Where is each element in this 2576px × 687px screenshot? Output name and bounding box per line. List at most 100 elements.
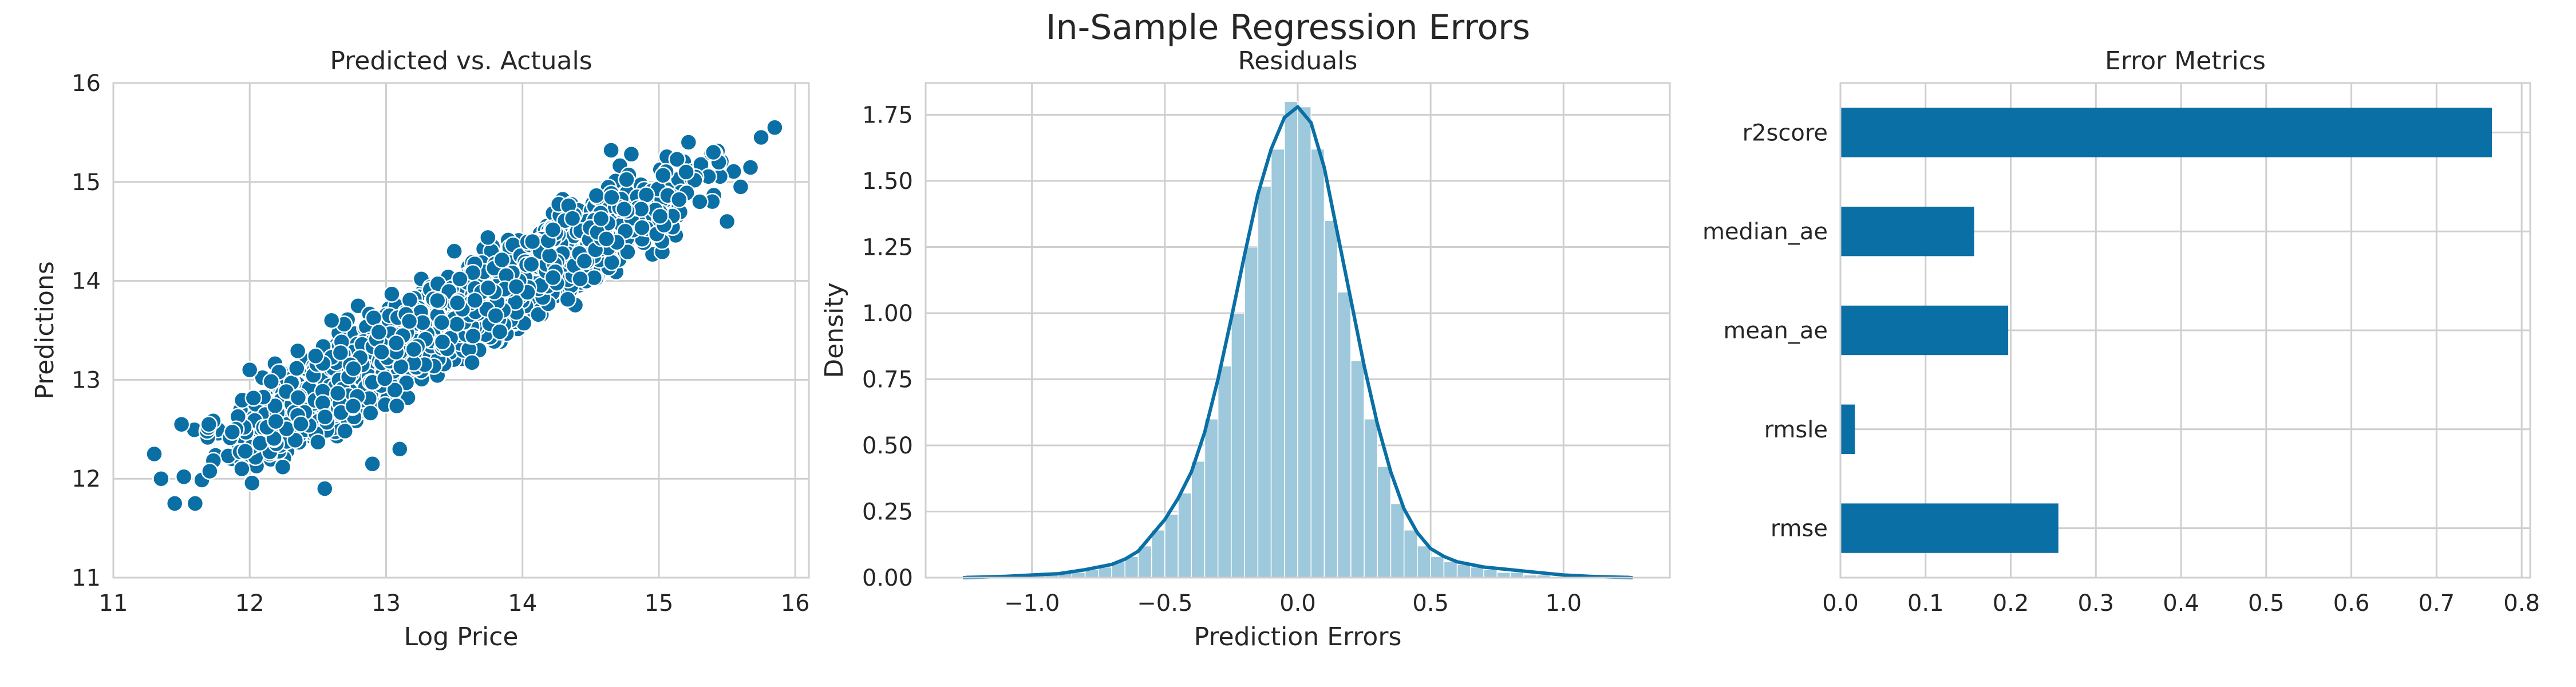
histogram-bin: [1098, 566, 1112, 578]
scatter-y-tick-label: 12: [72, 466, 101, 492]
scatter-point: [445, 242, 463, 260]
scatter-point: [587, 187, 606, 204]
histogram-bin: [1364, 418, 1378, 578]
scatter-point: [651, 207, 669, 225]
residuals-y-tick-label: 1.50: [862, 168, 913, 195]
scatter-point: [603, 254, 621, 271]
histogram-bin: [1470, 566, 1484, 578]
residuals-y-tick-label: 0.50: [862, 433, 913, 459]
scatter-point: [741, 159, 760, 176]
scatter-point: [289, 342, 307, 360]
error-metrics-x-tick-label: 0.4: [2163, 590, 2199, 617]
scatter-point: [316, 408, 334, 426]
scatter-point: [632, 200, 650, 218]
scatter-point: [466, 291, 484, 309]
residuals-x-tick-label: 1.0: [1545, 590, 1582, 617]
scatter-point: [172, 415, 191, 433]
scatter-frame: [112, 82, 810, 579]
error-metrics-x-tick-label: 0.0: [1822, 590, 1859, 617]
scatter-y-tick-label: 16: [72, 70, 101, 97]
histogram-bin: [1217, 365, 1232, 578]
histogram-bin: [1443, 561, 1458, 578]
histogram-bin: [1377, 466, 1392, 578]
error-metrics-x-tick-label: 0.7: [2419, 590, 2455, 617]
histogram-bin: [1164, 514, 1179, 578]
scatter-point: [487, 307, 505, 325]
scatter-point: [345, 360, 362, 378]
scatter-point: [575, 252, 594, 270]
scatter-point: [428, 291, 447, 310]
scatter-point: [752, 128, 770, 147]
scatter-point: [704, 143, 722, 161]
histogram-bin: [1231, 313, 1245, 578]
histogram-bin: [1337, 291, 1352, 578]
scatter-point: [274, 458, 292, 476]
residuals-y-tick-label: 0.75: [862, 366, 913, 393]
error-metrics-title: Error Metrics: [2105, 46, 2266, 76]
error-metrics-category-label: rmsle: [1764, 417, 1828, 443]
error-metrics-x-tick-label: 0.2: [1993, 590, 2029, 617]
scatter-point: [451, 270, 469, 288]
scatter-point: [615, 200, 633, 218]
error-metrics-x-tick-label: 0.8: [2503, 590, 2540, 617]
error-metrics-category-label: median_ae: [1702, 219, 1828, 245]
scatter-title: Predicted vs. Actuals: [330, 46, 592, 76]
scatter-point: [544, 269, 562, 287]
scatter-point: [200, 415, 218, 433]
histogram-bin: [1244, 246, 1259, 578]
scatter-point: [289, 389, 307, 406]
residuals-y-tick-label: 1.00: [862, 301, 913, 327]
error-metric-bar: [1840, 305, 2009, 356]
scatter-point: [316, 480, 334, 498]
scatter-point: [679, 133, 698, 151]
residuals-title: Residuals: [1238, 46, 1358, 76]
histogram-bin: [1151, 530, 1165, 578]
scatter-point: [571, 270, 589, 288]
scatter-y-tick-label: 14: [72, 269, 101, 295]
histogram-bin: [1270, 148, 1285, 578]
scatter-y-tick-labels: 11 12 13 14 15 16: [72, 70, 101, 591]
residuals-y-tick-label: 0.25: [862, 499, 913, 525]
scatter-point: [236, 442, 254, 460]
histogram-bin: [1456, 564, 1471, 578]
scatter-x-tick-label: 13: [372, 590, 401, 617]
scatter-point: [544, 221, 562, 239]
scatter-point: [619, 243, 637, 261]
scatter-point: [391, 440, 409, 458]
error-metrics-x-tick-label: 0.6: [2333, 590, 2370, 617]
scatter-point: [670, 191, 688, 208]
scatter-point: [618, 171, 635, 188]
scatter-point: [152, 469, 170, 488]
scatter-x-tick-label: 16: [781, 590, 810, 617]
histogram-bin: [1191, 460, 1206, 578]
scatter-point: [244, 389, 263, 407]
scatter-point: [622, 145, 641, 163]
scatter-point: [175, 468, 193, 486]
scatter-point: [522, 255, 540, 273]
residuals-histogram: [965, 101, 1631, 578]
histogram-bin: [1297, 106, 1311, 578]
scatter-point: [388, 397, 406, 415]
scatter-point: [433, 333, 452, 351]
error-metrics-category-label: rmse: [1771, 516, 1828, 542]
histogram-bin: [1310, 148, 1325, 578]
residuals-y-axis-label: Density: [820, 282, 849, 378]
histogram-bin: [1204, 418, 1219, 578]
histogram-bin: [1430, 556, 1445, 578]
error-metric-bar: [1840, 503, 2059, 553]
residuals-panel: −1.0 −0.5 0.0 0.5 1.0 0.00 0.25 0.50 0.75 1.00 1.…: [820, 46, 1671, 652]
residuals-x-tick-label: 0.0: [1279, 590, 1316, 617]
error-metric-bar: [1840, 404, 1855, 454]
error-metrics-x-tick-label: 0.1: [1907, 590, 1944, 617]
scatter-point: [602, 141, 620, 159]
scatter-point: [307, 347, 325, 365]
scatter-y-axis-label: Predictions: [30, 261, 60, 400]
residuals-x-tick-labels: −1.0 −0.5 0.0 0.5 1.0: [1004, 590, 1582, 617]
scatter-point: [370, 323, 388, 341]
scatter-point: [448, 294, 467, 312]
histogram-bin: [1403, 530, 1418, 578]
scatter-x-tick-label: 14: [508, 590, 537, 617]
scatter-point: [400, 313, 418, 330]
error-metrics-category-label: r2score: [1743, 120, 1828, 146]
